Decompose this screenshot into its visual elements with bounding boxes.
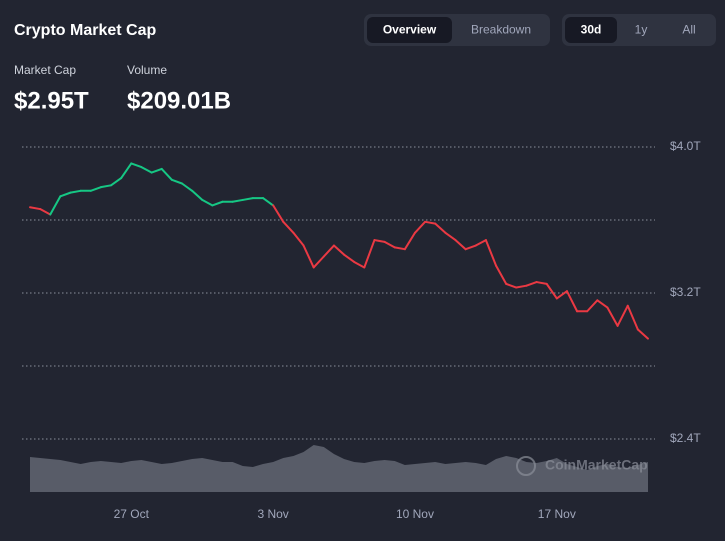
line-segment: [120, 162, 133, 180]
stat-value: $2.95T: [14, 87, 89, 114]
y-tick-label: $2.4T: [670, 431, 701, 445]
tab-active-bg: [565, 17, 617, 43]
tab[interactable]: 1y: [635, 23, 648, 37]
line-segment: [596, 299, 609, 309]
line-segment: [302, 244, 315, 269]
line-segment: [535, 281, 548, 285]
line-segment: [89, 186, 102, 192]
stat-value: $209.01B: [127, 87, 231, 114]
line-segment: [444, 231, 457, 242]
line-segment: [69, 189, 82, 194]
chart-title: Crypto Market Cap: [14, 22, 156, 39]
line-segment: [626, 304, 639, 331]
line-segment: [525, 281, 538, 287]
tab[interactable]: Overview: [383, 23, 437, 37]
watermark: CoinMarketCap: [545, 457, 648, 473]
line-segment: [353, 260, 366, 269]
line-segment: [191, 189, 204, 201]
line-segment: [130, 162, 143, 169]
y-tick-label: $4.0T: [670, 139, 701, 153]
line-segment: [495, 264, 508, 285]
tab[interactable]: All: [682, 23, 695, 37]
line-segment: [39, 208, 52, 216]
line-segment: [241, 197, 254, 201]
line-segment: [49, 195, 62, 216]
stat-label: Market Cap: [14, 63, 76, 77]
line-segment: [413, 220, 427, 234]
line-segment: [272, 204, 285, 223]
line-segment: [170, 178, 183, 185]
line-segment: [636, 328, 649, 340]
line-segment: [606, 306, 619, 327]
line-segment: [99, 184, 113, 189]
line-segment: [262, 197, 275, 207]
line-segment: [454, 239, 467, 251]
line-segment: [150, 167, 163, 174]
line-segment: [160, 167, 173, 181]
line-segment: [383, 240, 396, 249]
line-segment: [59, 191, 72, 198]
line-segment: [515, 284, 528, 289]
tab[interactable]: Breakdown: [471, 23, 531, 37]
line-segment: [201, 198, 214, 207]
line-segment: [363, 239, 376, 269]
line-segment: [505, 282, 518, 289]
line-segment: [424, 220, 437, 225]
tab-active-bg: [367, 17, 452, 43]
line-segment: [29, 206, 42, 211]
line-segment: [292, 231, 305, 247]
x-tick-label: 27 Oct: [114, 507, 150, 521]
line-segment: [545, 282, 558, 300]
line-segment: [312, 255, 325, 269]
x-tick-label: 17 Nov: [538, 507, 576, 521]
line-segment: [464, 244, 477, 251]
line-segment: [555, 290, 568, 300]
line-segment: [393, 246, 406, 251]
stat-label: Volume: [127, 63, 167, 77]
line-segment: [403, 231, 416, 251]
line-segment: [180, 182, 194, 192]
line-segment: [343, 253, 356, 263]
tab[interactable]: 30d: [581, 23, 602, 37]
line-segment: [373, 239, 386, 243]
line-segment: [586, 299, 599, 313]
line-segment: [231, 198, 244, 203]
x-tick-label: 3 Nov: [257, 507, 288, 521]
line-segment: [282, 220, 295, 234]
volume-area: [30, 445, 648, 492]
line-segment: [322, 244, 335, 258]
line-segment: [565, 290, 579, 313]
line-segment: [484, 239, 498, 267]
watermark-logo: [516, 456, 536, 476]
line-segment: [474, 239, 487, 247]
y-tick-label: $3.2T: [670, 285, 701, 299]
line-segment: [434, 222, 447, 234]
line-segment: [332, 244, 346, 256]
line-segment: [616, 304, 629, 327]
line-segment: [211, 200, 224, 207]
x-tick-label: 10 Nov: [396, 507, 434, 521]
line-segment: [110, 177, 123, 187]
line-segment: [140, 166, 153, 174]
